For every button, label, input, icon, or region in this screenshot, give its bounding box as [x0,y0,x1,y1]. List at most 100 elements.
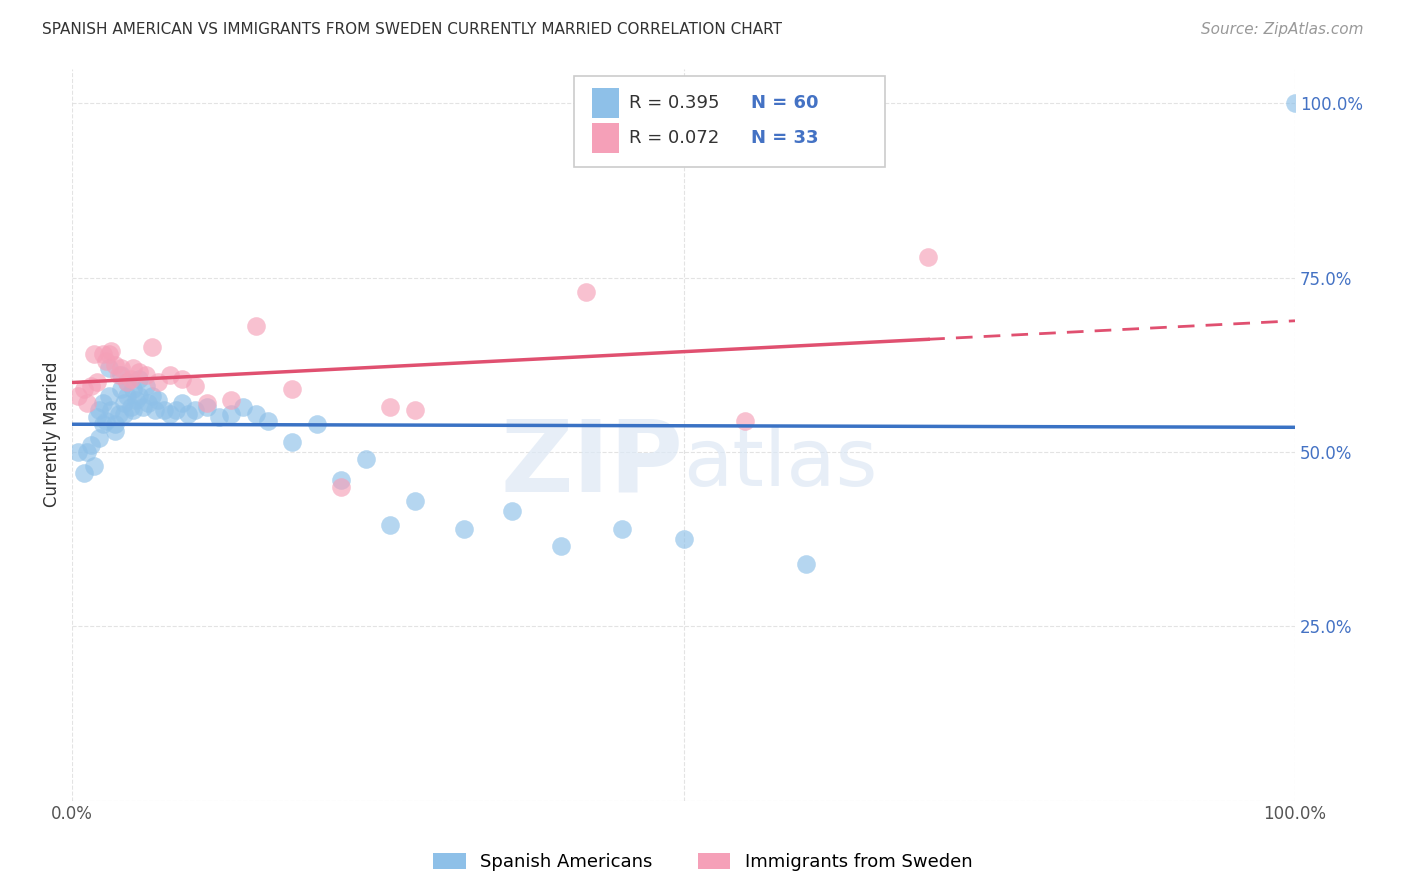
Point [120,400,142,414]
Point [136,396,159,410]
Point [404,493,426,508]
Point [672,532,695,546]
Point [378,400,401,414]
Point [330,473,353,487]
Text: N = 33: N = 33 [751,129,818,147]
Point [83,347,105,361]
Point [107,407,129,421]
Point [219,407,242,421]
Point [120,372,142,386]
Point [83,458,105,473]
Point [104,358,127,372]
Point [195,396,218,410]
Point [128,389,150,403]
Point [145,403,167,417]
Point [73,382,96,396]
Point [76,396,98,410]
Point [1284,96,1306,111]
Point [128,365,150,379]
Point [159,368,181,383]
Point [219,392,242,407]
Text: Source: ZipAtlas.com: Source: ZipAtlas.com [1201,22,1364,37]
Point [91,347,114,361]
Point [112,396,135,410]
Point [97,389,120,403]
Point [612,522,634,536]
Point [122,403,145,417]
Point [91,417,114,431]
Point [67,445,90,459]
Y-axis label: Currently Married: Currently Married [44,362,60,508]
Point [208,410,231,425]
Point [110,368,132,383]
Point [125,392,148,407]
Point [96,354,118,368]
Point [183,378,205,392]
Point [135,378,157,392]
Point [404,403,426,417]
Point [117,376,139,390]
Point [76,445,98,459]
Point [135,368,157,383]
Point [122,361,145,376]
Point [354,452,377,467]
Point [183,403,205,417]
Point [245,319,267,334]
Point [141,389,163,403]
Point [122,382,145,396]
Point [79,378,101,392]
Point [96,414,118,428]
Text: atlas: atlas [683,425,877,503]
Point [79,438,101,452]
Point [575,285,598,299]
FancyBboxPatch shape [592,88,619,118]
Text: SPANISH AMERICAN VS IMMIGRANTS FROM SWEDEN CURRENTLY MARRIED CORRELATION CHART: SPANISH AMERICAN VS IMMIGRANTS FROM SWED… [42,22,782,37]
Point [86,410,108,425]
Point [281,382,304,396]
Point [245,407,267,421]
Point [501,504,523,518]
Point [195,400,218,414]
Point [104,417,127,431]
Legend: Spanish Americans, Immigrants from Sweden: Spanish Americans, Immigrants from Swede… [426,846,980,879]
Point [128,372,150,386]
Point [281,434,304,449]
Point [67,389,90,403]
Point [378,518,401,533]
Point [550,539,572,553]
Point [117,376,139,390]
Point [453,522,475,536]
Point [100,343,122,358]
Point [146,376,169,390]
FancyBboxPatch shape [592,123,619,153]
Point [257,414,280,428]
Point [141,340,163,354]
Text: R = 0.395: R = 0.395 [628,94,718,112]
Point [159,407,181,421]
Point [734,414,756,428]
Text: N = 60: N = 60 [751,94,818,112]
Point [91,396,114,410]
Point [330,480,353,494]
Point [110,361,132,376]
Text: ZIP: ZIP [501,416,683,512]
Text: R = 0.072: R = 0.072 [628,129,718,147]
Point [165,403,187,417]
Point [104,424,127,438]
Point [305,417,328,431]
Point [132,400,155,414]
Point [110,382,132,396]
Point [794,557,817,571]
Point [107,368,129,383]
Point [232,400,254,414]
Point [172,396,194,410]
Point [86,376,108,390]
Point [97,361,120,376]
Point [146,392,169,407]
Point [73,466,96,480]
Point [112,407,135,421]
Point [89,403,111,417]
Point [97,347,120,361]
Point [153,403,176,417]
FancyBboxPatch shape [574,76,886,168]
